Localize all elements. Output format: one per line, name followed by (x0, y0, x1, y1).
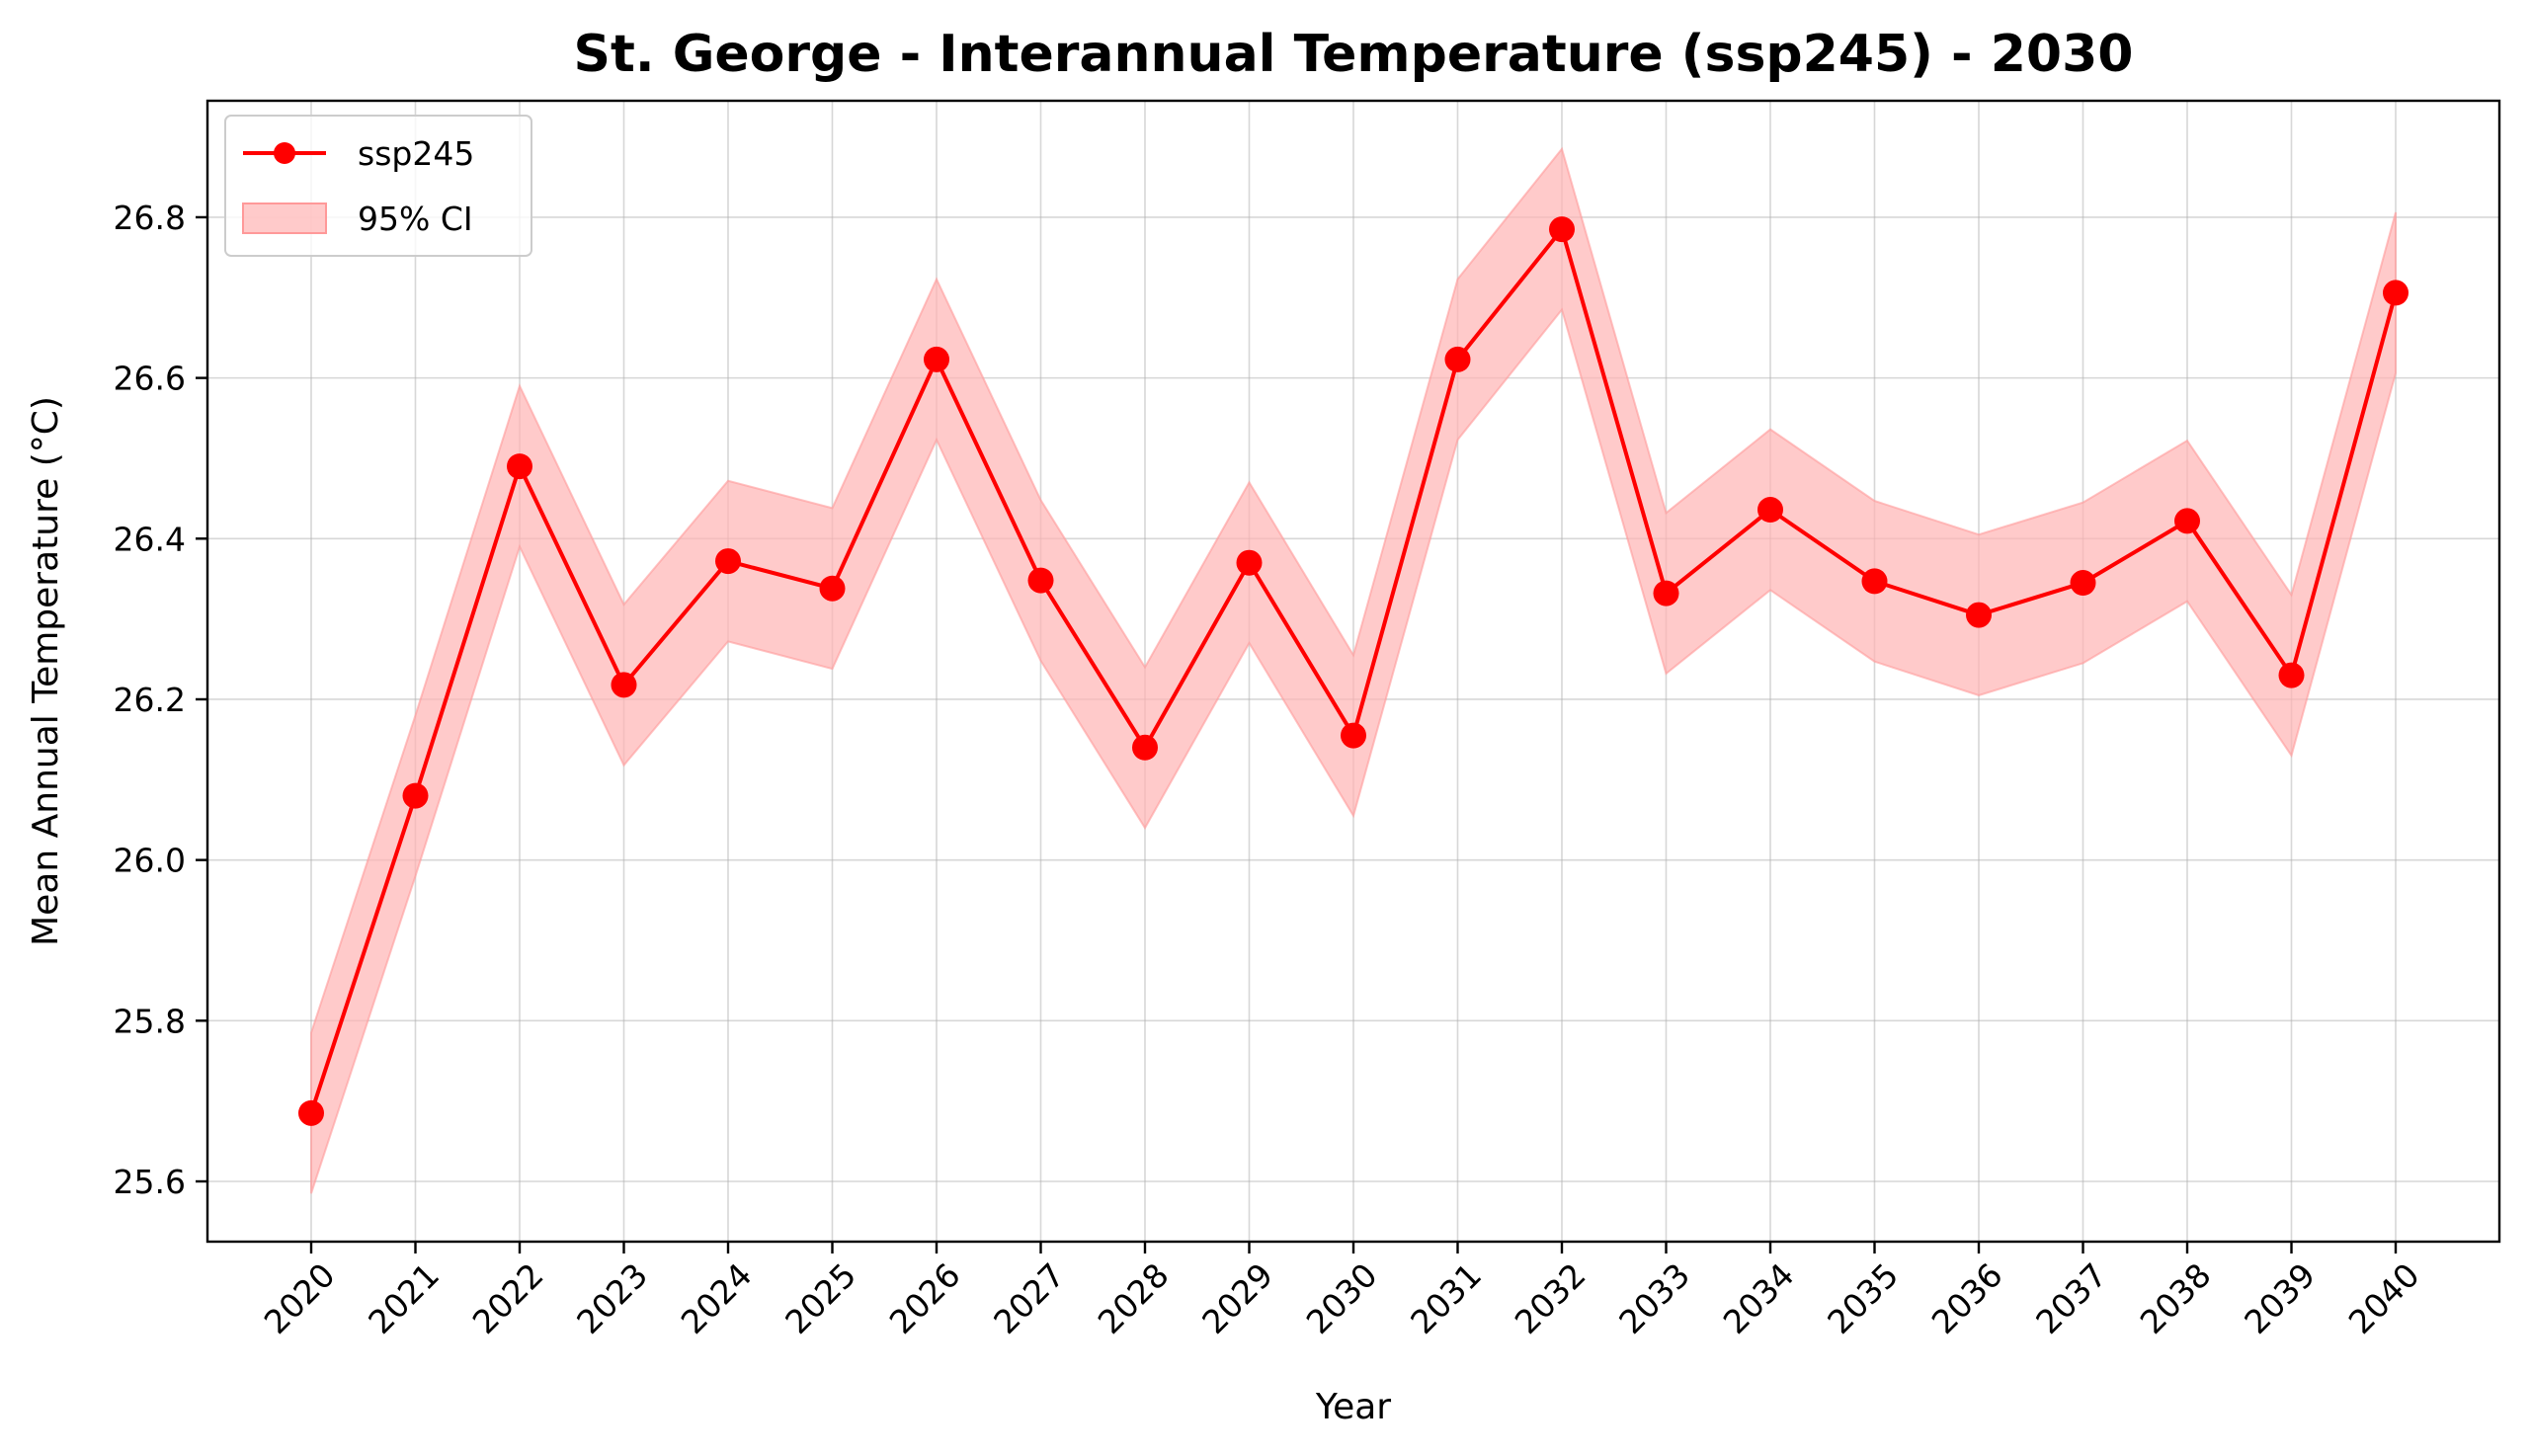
chart-title: St. George - Interannual Temperature (ss… (574, 25, 2134, 84)
data-point-2025 (819, 575, 846, 602)
y-tick-label-25.8: 25.8 (114, 1002, 186, 1040)
data-point-2032 (1549, 216, 1575, 243)
ci-band (310, 146, 2397, 1194)
y-tick-label-25.6: 25.6 (114, 1163, 186, 1201)
y-tick-label-26.0: 26.0 (114, 842, 186, 880)
legend-marker-swatch (274, 142, 295, 164)
data-point-2038 (2174, 508, 2200, 534)
data-point-2031 (1444, 346, 1471, 372)
data-point-2036 (1966, 602, 1992, 628)
y-tick-label-26.6: 26.6 (114, 360, 186, 398)
data-point-2040 (2383, 280, 2409, 306)
y-tick-label-26.4: 26.4 (114, 520, 186, 558)
data-point-2024 (715, 548, 741, 575)
data-point-2035 (1861, 568, 1888, 595)
data-point-2033 (1653, 580, 1679, 607)
data-point-2022 (507, 453, 532, 480)
ci-band-layer (310, 146, 2397, 1194)
y-tick-label-26.8: 26.8 (114, 199, 186, 237)
y-axis-label: Mean Annual Temperature (°C) (26, 396, 66, 946)
data-point-2037 (2070, 570, 2096, 597)
data-point-2028 (1132, 734, 1158, 761)
data-point-2030 (1341, 722, 1366, 749)
y-tick-label-26.2: 26.2 (114, 681, 186, 719)
data-point-2029 (1236, 549, 1263, 576)
data-point-2039 (2278, 662, 2305, 688)
y-axis-ticks: 25.6 25.8 26.0 26.2 26.4 26.6 26.8 (114, 199, 207, 1201)
data-point-2023 (611, 672, 637, 698)
data-point-2021 (402, 782, 429, 809)
data-point-2027 (1027, 567, 1054, 594)
data-point-2034 (1757, 497, 1783, 524)
legend: ssp245 95% CI (224, 115, 532, 257)
legend-ci-swatch (242, 202, 327, 234)
legend-label-ci: 95% CI (358, 200, 473, 238)
series-markers (298, 216, 2409, 1126)
data-point-2020 (298, 1099, 324, 1126)
x-axis-label: Year (1315, 1387, 1391, 1427)
legend-label-ssp245: ssp245 (358, 134, 474, 173)
data-point-2026 (924, 346, 949, 372)
